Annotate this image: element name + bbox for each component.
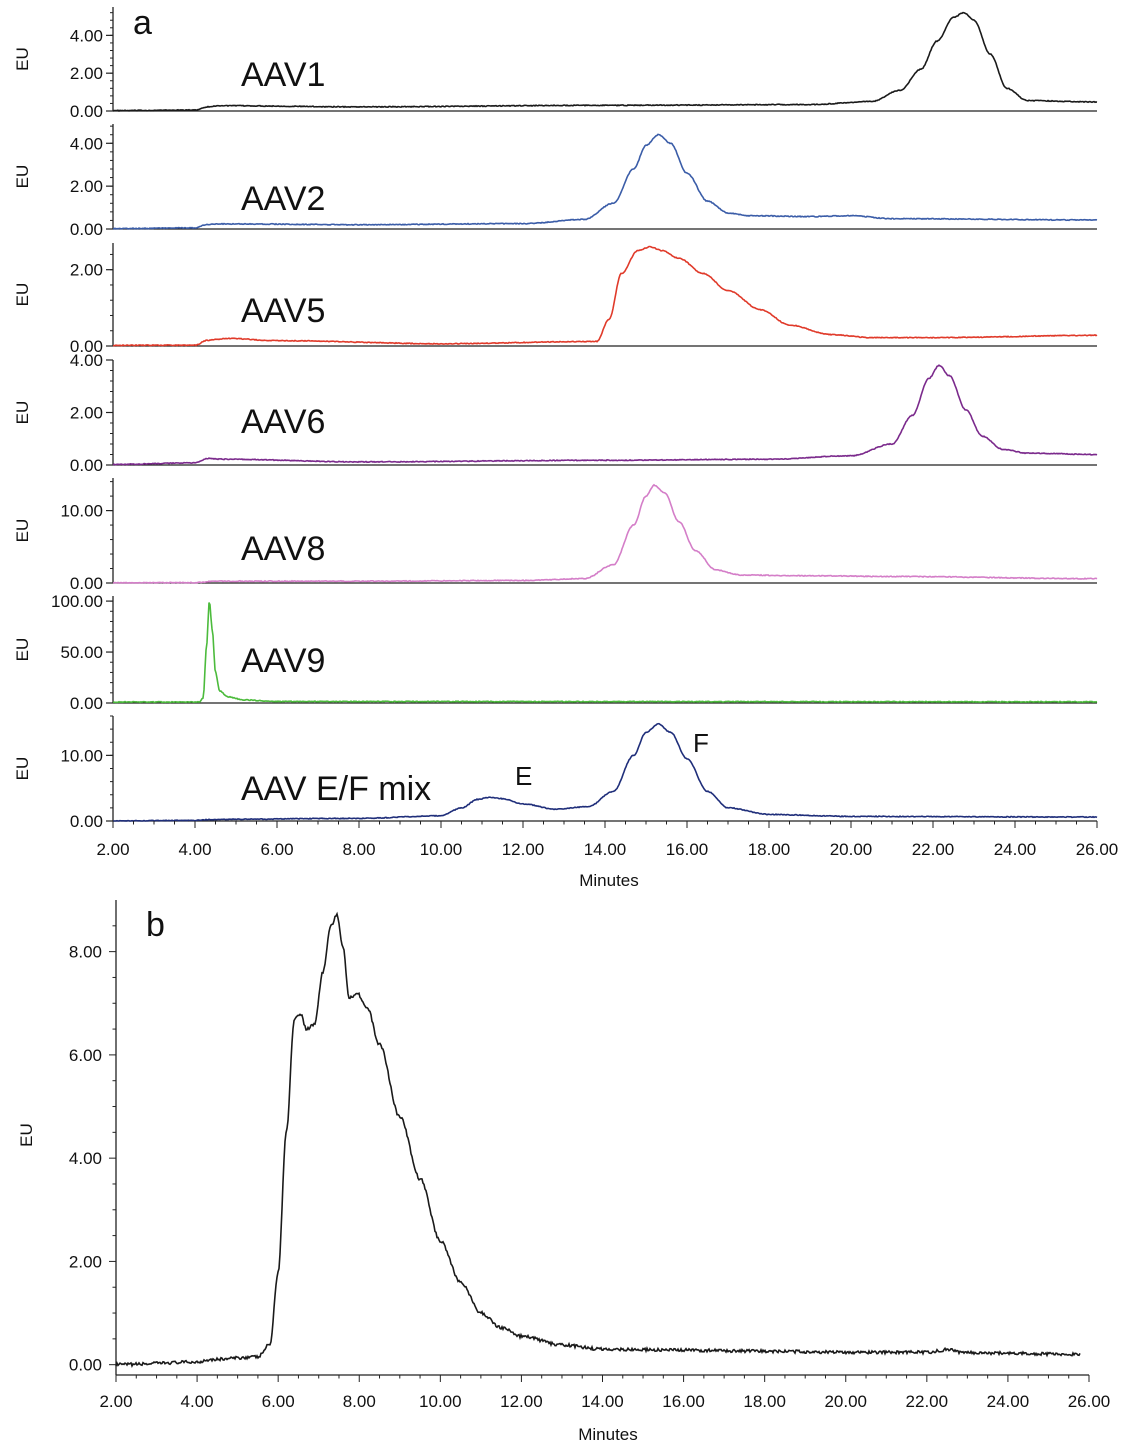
panel-a-letter: a	[133, 4, 152, 42]
trace-line	[112, 364, 1098, 466]
x-tick-label: 18.00	[743, 1392, 786, 1411]
y-tick-label: 2.00	[70, 177, 103, 196]
x-tick-label: 6.00	[262, 1392, 295, 1411]
x-tick-label: 12.00	[502, 840, 545, 859]
y-tick-label: 0.00	[70, 337, 103, 356]
x-tick-label: 8.00	[343, 1392, 376, 1411]
x-tick-label: 2.00	[99, 1392, 132, 1411]
panel-b-y-axis-title: EU	[17, 1123, 36, 1147]
x-tick-label: 16.00	[666, 840, 709, 859]
subplot-0: 0.00 2.00 4.00 EU AAV1	[13, 7, 1098, 121]
subplot-y-axis-title: EU	[13, 165, 32, 189]
trace-label: AAV2	[241, 180, 325, 218]
x-tick-label: 14.00	[581, 1392, 624, 1411]
x-tick-label: 26.00	[1068, 1392, 1111, 1411]
panel-b: b 0.00 2.00 4.00 6.00 8.00 2.00 4.00 6.00 8.00 10…	[17, 900, 1110, 1444]
trace-label: AAV9	[241, 642, 325, 680]
x-tick-label: 4.00	[181, 1392, 214, 1411]
y-tick-label: 2.00	[70, 261, 103, 280]
x-tick-label: 10.00	[420, 840, 463, 859]
y-tick-label: 10.00	[60, 746, 103, 765]
y-tick-label: 6.00	[69, 1046, 102, 1065]
y-tick-label: 10.00	[60, 502, 103, 521]
y-tick-label: 0.00	[70, 694, 103, 713]
x-tick-label: 10.00	[419, 1392, 462, 1411]
y-tick-label: 0.00	[70, 220, 103, 239]
panel-b-trace-line	[115, 911, 1081, 1368]
peak-label-f: F	[693, 728, 709, 758]
y-tick-label: 2.00	[70, 64, 103, 83]
y-tick-label: 2.00	[69, 1252, 102, 1271]
x-tick-label: 20.00	[830, 840, 873, 859]
subplot-2: 0.00 2.00 EU AAV5	[13, 243, 1098, 356]
x-tick-label: 16.00	[662, 1392, 705, 1411]
subplot-6: 0.00 10.00 EU AAV E/F mix	[13, 715, 1098, 831]
y-tick-label: 0.00	[70, 812, 103, 831]
y-tick-label: 0.00	[70, 102, 103, 121]
y-tick-label: 4.00	[70, 351, 103, 370]
y-tick-label: 50.00	[60, 643, 103, 662]
y-tick-label: 100.00	[51, 592, 103, 611]
subplot-4: 0.00 10.00 EU AAV8	[13, 478, 1098, 593]
x-tick-label: 12.00	[500, 1392, 543, 1411]
peak-label-e: E	[515, 761, 532, 791]
panel-b-x-axis-title: Minutes	[578, 1425, 638, 1444]
panel-b-plot: 0.00 2.00 4.00 6.00 8.00 2.00 4.00 6.00 8.00 10.0…	[69, 900, 1110, 1411]
trace-line	[112, 483, 1098, 584]
y-tick-label: 4.00	[69, 1149, 102, 1168]
x-tick-label: 4.00	[178, 840, 211, 859]
x-tick-label: 18.00	[748, 840, 791, 859]
subplot-1: 0.00 2.00 4.00 EU AAV2	[13, 124, 1098, 239]
x-tick-label: 20.00	[824, 1392, 867, 1411]
panel-a-x-axis: 2.00 4.00 6.00 8.00 10.00 12.00 14.00 16.00 18.0…	[96, 821, 1118, 859]
subplot-y-axis-title: EU	[13, 283, 32, 307]
subplot-5: 0.00 50.00 100.00 EU AAV9	[13, 592, 1098, 713]
subplot-3: 0.00 2.00 4.00 EU AAV6	[13, 351, 1098, 475]
y-tick-label: 2.00	[70, 404, 103, 423]
panel-a-x-axis-title: Minutes	[579, 871, 639, 890]
subplot-y-axis-title: EU	[13, 401, 32, 425]
x-tick-label: 6.00	[260, 840, 293, 859]
subplot-y-axis-title: EU	[13, 757, 32, 781]
trace-line	[112, 133, 1098, 230]
x-tick-label: 26.00	[1076, 840, 1119, 859]
trace-label: AAV1	[241, 56, 325, 94]
x-tick-label: 24.00	[994, 840, 1037, 859]
x-tick-label: 22.00	[912, 840, 955, 859]
trace-label: AAV8	[241, 530, 325, 568]
y-tick-label: 0.00	[70, 574, 103, 593]
y-tick-label: 4.00	[70, 26, 103, 45]
trace-line	[112, 11, 1098, 112]
y-tick-label: 0.00	[69, 1356, 102, 1375]
trace-line	[113, 722, 1098, 822]
x-tick-label: 14.00	[584, 840, 627, 859]
trace-line	[112, 245, 1098, 347]
x-tick-label: 2.00	[96, 840, 129, 859]
panel-b-letter: b	[146, 906, 165, 944]
y-tick-label: 4.00	[70, 134, 103, 153]
subplot-y-axis-title: EU	[13, 47, 32, 71]
subplot-y-axis-title: EU	[13, 519, 32, 543]
subplot-y-axis-title: EU	[13, 638, 32, 662]
x-tick-label: 8.00	[342, 840, 375, 859]
trace-label: AAV6	[241, 403, 325, 441]
trace-line	[112, 602, 1098, 704]
trace-label: AAV E/F mix	[241, 770, 431, 808]
y-tick-label: 8.00	[69, 943, 102, 962]
x-tick-label: 24.00	[987, 1392, 1030, 1411]
x-tick-label: 22.00	[906, 1392, 949, 1411]
trace-label: AAV5	[241, 292, 325, 330]
y-tick-label: 0.00	[70, 456, 103, 475]
